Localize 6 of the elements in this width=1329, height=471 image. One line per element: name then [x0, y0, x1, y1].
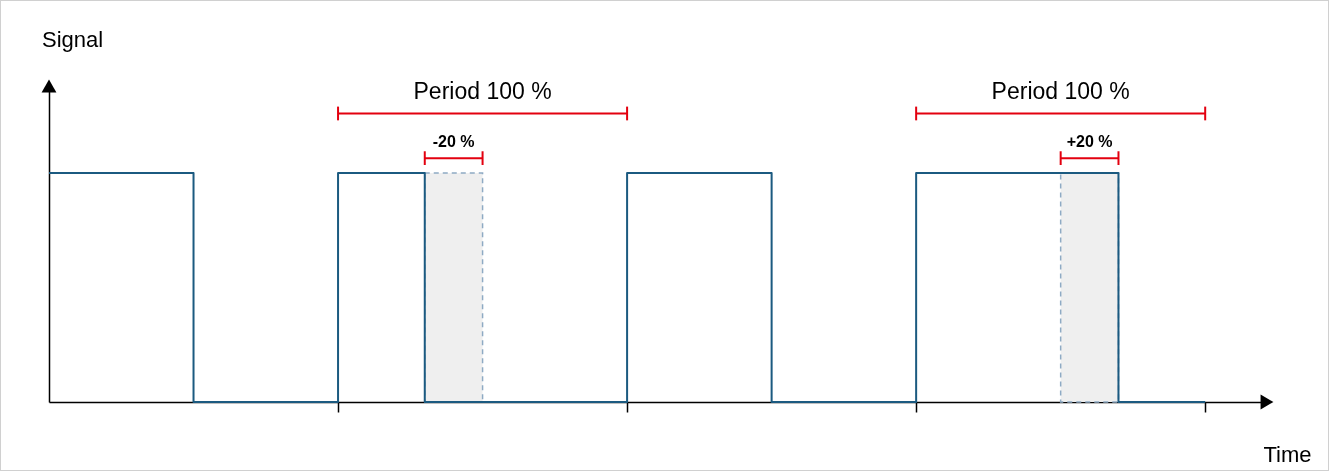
text: Period 100 % [991, 77, 1130, 104]
x-axis-title: Time [1263, 441, 1312, 467]
text: -20 % [432, 133, 475, 151]
text: +20 % [1066, 133, 1113, 151]
text: Signal [42, 26, 104, 52]
text: Period 100 % [413, 77, 552, 104]
